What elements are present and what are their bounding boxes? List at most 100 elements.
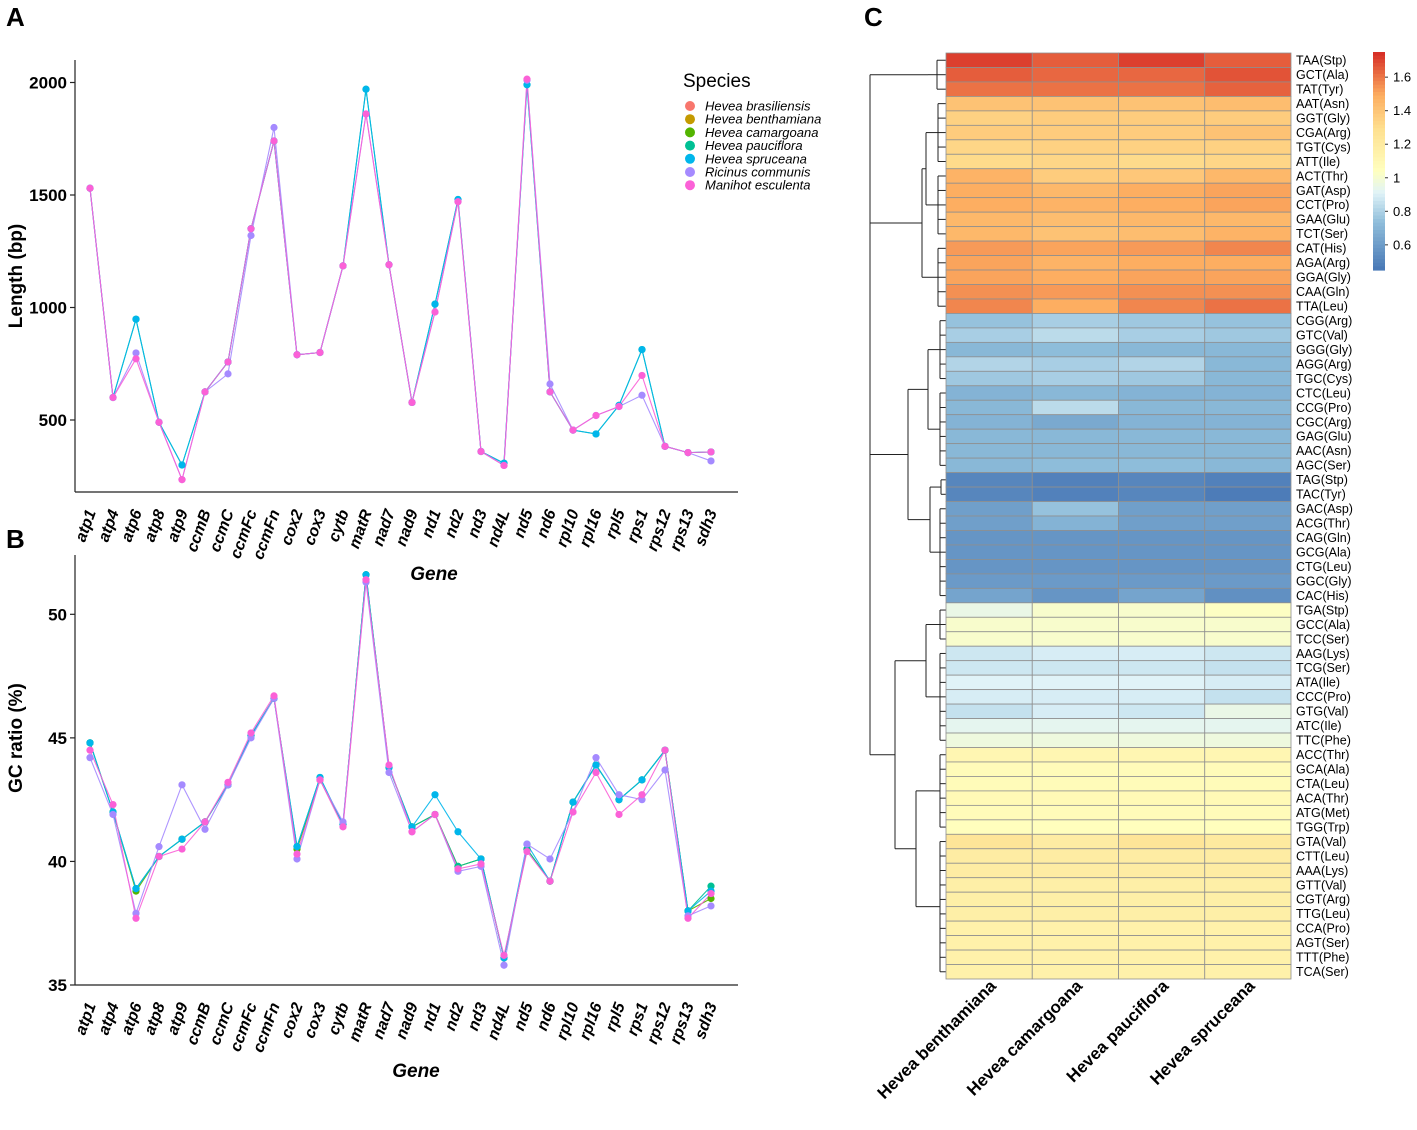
data-point	[201, 388, 209, 396]
heatmap-cell	[945, 182, 1033, 199]
data-point	[707, 889, 715, 898]
heatmap-cell	[1118, 877, 1206, 893]
heatmap-cell	[1031, 501, 1119, 517]
heatmap-cell	[1204, 168, 1292, 184]
heatmap-cell	[1118, 370, 1206, 387]
heatmap-cell	[945, 964, 1033, 980]
heatmap-cell	[945, 631, 1033, 647]
heatmap-cell	[945, 81, 1033, 97]
codon-row-label: CGG(Arg)	[1296, 314, 1352, 328]
heatmap-cell	[1118, 587, 1206, 604]
colorbar-segment	[1373, 226, 1385, 231]
heatmap-cell	[1118, 602, 1206, 618]
heatmap-cell	[945, 645, 1033, 662]
data-point	[385, 768, 393, 777]
heatmap-cell	[1118, 341, 1206, 358]
codon-heatmap: TAA(Stp)GCT(Ala)TAT(Tyr)AAT(Asn)GGT(Gly)…	[869, 52, 1411, 1103]
colorbar-segment	[1373, 259, 1385, 264]
codon-row-label: AAC(Asn)	[1296, 444, 1352, 458]
heatmap-cell	[1204, 833, 1292, 850]
heatmap-cell	[945, 240, 1033, 256]
codon-row-label: CAA(Gln)	[1296, 285, 1349, 299]
data-point	[707, 448, 715, 456]
heatmap-cell	[1118, 559, 1206, 575]
data-point	[638, 776, 646, 784]
heatmap-cell	[1204, 124, 1292, 141]
heatmap-cell	[1031, 399, 1119, 416]
data-point	[362, 576, 370, 584]
heatmap-cell	[1204, 747, 1292, 763]
data-point	[684, 449, 692, 457]
heatmap-cell	[1031, 370, 1119, 387]
heatmap-cell	[1118, 428, 1206, 445]
data-point	[615, 796, 623, 804]
heatmap-cell	[1031, 848, 1119, 864]
heatmap-cell	[1204, 631, 1292, 647]
panel-label-b: B	[6, 524, 25, 554]
colorbar-segment	[1373, 146, 1385, 151]
heatmap-cell	[1118, 833, 1206, 850]
data-point	[316, 776, 324, 784]
data-point	[615, 791, 623, 799]
panel-label-a: A	[6, 2, 25, 32]
codon-row-label: GGA(Gly)	[1296, 271, 1351, 285]
y-tick-label: 45	[48, 729, 67, 748]
codon-row-label: GTA(Val)	[1296, 835, 1346, 849]
colorbar-segment	[1373, 128, 1385, 133]
data-point	[178, 461, 186, 469]
heatmap-cell	[1204, 341, 1292, 358]
heatmap-cell	[945, 428, 1033, 445]
heatmap-cell	[1204, 457, 1292, 473]
heatmap-cell	[1031, 819, 1119, 835]
data-point	[132, 909, 140, 917]
data-point	[477, 860, 485, 868]
heatmap-cell	[1031, 935, 1119, 951]
codon-row-label: AAA(Lys)	[1296, 864, 1348, 878]
heatmap-cell	[1031, 559, 1119, 575]
heatmap-cell	[945, 52, 1033, 68]
data-point	[615, 402, 623, 411]
data-point	[362, 571, 370, 579]
legend-label: Hevea brasiliensis	[705, 99, 811, 114]
codon-row-label: GCA(Ala)	[1296, 763, 1349, 777]
heatmap-cell	[1118, 472, 1206, 488]
colorbar-segment	[1373, 73, 1385, 79]
colorbar-segment	[1373, 182, 1385, 188]
heatmap-cell	[945, 833, 1033, 850]
heatmap-cell	[1118, 457, 1206, 473]
codon-row-label: TCC(Ser)	[1296, 632, 1349, 646]
y-tick-label: 40	[48, 852, 67, 871]
heatmap-cell	[1031, 284, 1119, 300]
heatmap-cell	[1118, 906, 1206, 922]
heatmap-cell	[1204, 703, 1292, 719]
heatmap-cell	[1031, 703, 1119, 719]
data-point	[661, 442, 669, 450]
colorbar-segment	[1373, 197, 1385, 202]
data-point	[385, 761, 393, 769]
heatmap-cell	[1031, 153, 1119, 170]
heatmap-cell	[1204, 530, 1292, 546]
colorbar-segment	[1373, 139, 1385, 144]
heatmap-cell	[1118, 240, 1206, 256]
colorbar-segment	[1373, 211, 1385, 217]
colorbar-segment	[1373, 66, 1385, 71]
codon-row-label: CCT(Pro)	[1296, 198, 1349, 212]
heatmap-cell	[1118, 920, 1206, 936]
heatmap-cell	[1031, 341, 1119, 358]
data-point	[316, 348, 324, 357]
codon-row-label: GTC(Val)	[1296, 328, 1348, 342]
codon-row-label: TGA(Stp)	[1296, 603, 1349, 617]
heatmap-cell	[945, 906, 1033, 922]
data-point	[109, 393, 117, 402]
colorbar-segment	[1373, 62, 1385, 68]
heatmap-cell	[945, 211, 1033, 228]
heatmap-cell	[945, 443, 1033, 459]
heatmap-cell	[1204, 284, 1292, 300]
colorbar-segment	[1373, 266, 1385, 271]
codon-row-label: CAT(His)	[1296, 242, 1346, 256]
data-point	[523, 75, 531, 83]
heatmap-cell	[1204, 139, 1292, 155]
data-point	[638, 391, 646, 399]
heatmap-cell	[1118, 674, 1206, 691]
